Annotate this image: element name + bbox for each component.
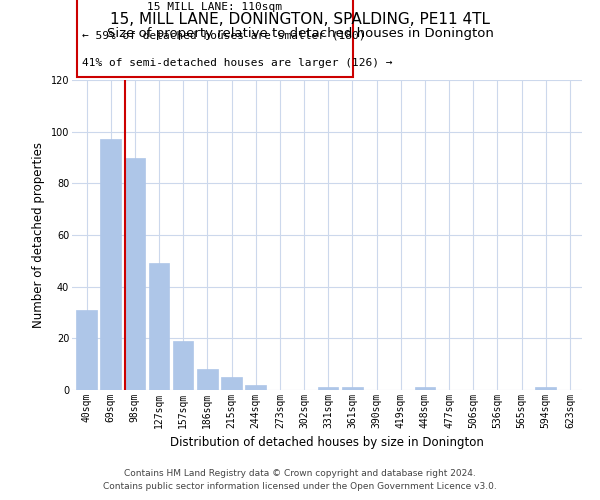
Bar: [173, 341, 193, 390]
Bar: [197, 370, 218, 390]
Bar: [100, 140, 121, 390]
Bar: [149, 264, 169, 390]
Text: ← 59% of detached houses are smaller (180): ← 59% of detached houses are smaller (18…: [82, 30, 366, 40]
Bar: [535, 388, 556, 390]
FancyBboxPatch shape: [77, 0, 353, 77]
Text: 15 MILL LANE: 110sqm: 15 MILL LANE: 110sqm: [148, 2, 283, 12]
Bar: [125, 158, 145, 390]
Bar: [415, 388, 435, 390]
Bar: [342, 388, 362, 390]
Bar: [76, 310, 97, 390]
X-axis label: Distribution of detached houses by size in Donington: Distribution of detached houses by size …: [170, 436, 484, 450]
Text: 41% of semi-detached houses are larger (126) →: 41% of semi-detached houses are larger (…: [82, 58, 392, 68]
Text: Contains public sector information licensed under the Open Government Licence v3: Contains public sector information licen…: [103, 482, 497, 491]
Y-axis label: Number of detached properties: Number of detached properties: [32, 142, 45, 328]
Text: Size of property relative to detached houses in Donington: Size of property relative to detached ho…: [107, 28, 493, 40]
Bar: [245, 385, 266, 390]
Text: Contains HM Land Registry data © Crown copyright and database right 2024.: Contains HM Land Registry data © Crown c…: [124, 468, 476, 477]
Bar: [318, 388, 338, 390]
Text: 15, MILL LANE, DONINGTON, SPALDING, PE11 4TL: 15, MILL LANE, DONINGTON, SPALDING, PE11…: [110, 12, 490, 28]
Bar: [221, 377, 242, 390]
